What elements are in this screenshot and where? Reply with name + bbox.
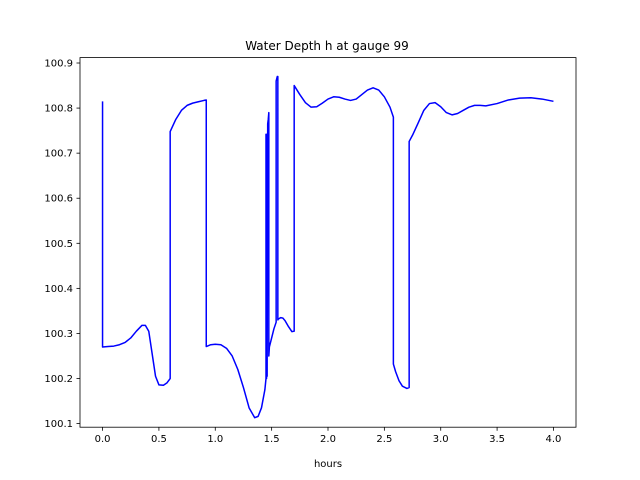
x-tick-label: 2.5 [376,434,392,445]
x-tick-label: 3.0 [433,434,449,445]
x-tick-label: 0.0 [95,434,111,445]
y-tick-label: 100.1 [44,419,73,430]
x-axis-ticks: 0.0 0.5 1.0 1.5 2.0 2.5 3.0 3.5 4.0 [95,427,562,445]
x-tick-label: 1.0 [207,434,223,445]
y-axis-ticks: 100.1 100.2 100.3 100.4 100.5 100.6 100.7 100.8… [44,59,80,430]
y-tick-label: 100.6 [44,194,73,205]
series-layer [101,75,554,419]
x-tick-label: 4.0 [546,434,562,445]
y-tick-label: 100.8 [44,104,73,115]
x-axis-label: hours [314,459,342,470]
chart-title: Water Depth h at gauge 99 [245,39,409,53]
x-tick-label: 3.5 [489,434,505,445]
y-tick-label: 100.4 [44,284,73,295]
y-tick-label: 100.9 [44,59,73,70]
y-tick-label: 100.5 [44,239,73,250]
x-tick-label: 2.0 [320,434,336,445]
y-tick-label: 100.2 [44,374,73,385]
series-line-0 [101,75,554,419]
x-tick-label: 0.5 [151,434,167,445]
y-tick-label: 100.7 [44,149,73,160]
y-tick-label: 100.3 [44,329,73,340]
x-tick-label: 1.5 [264,434,280,445]
